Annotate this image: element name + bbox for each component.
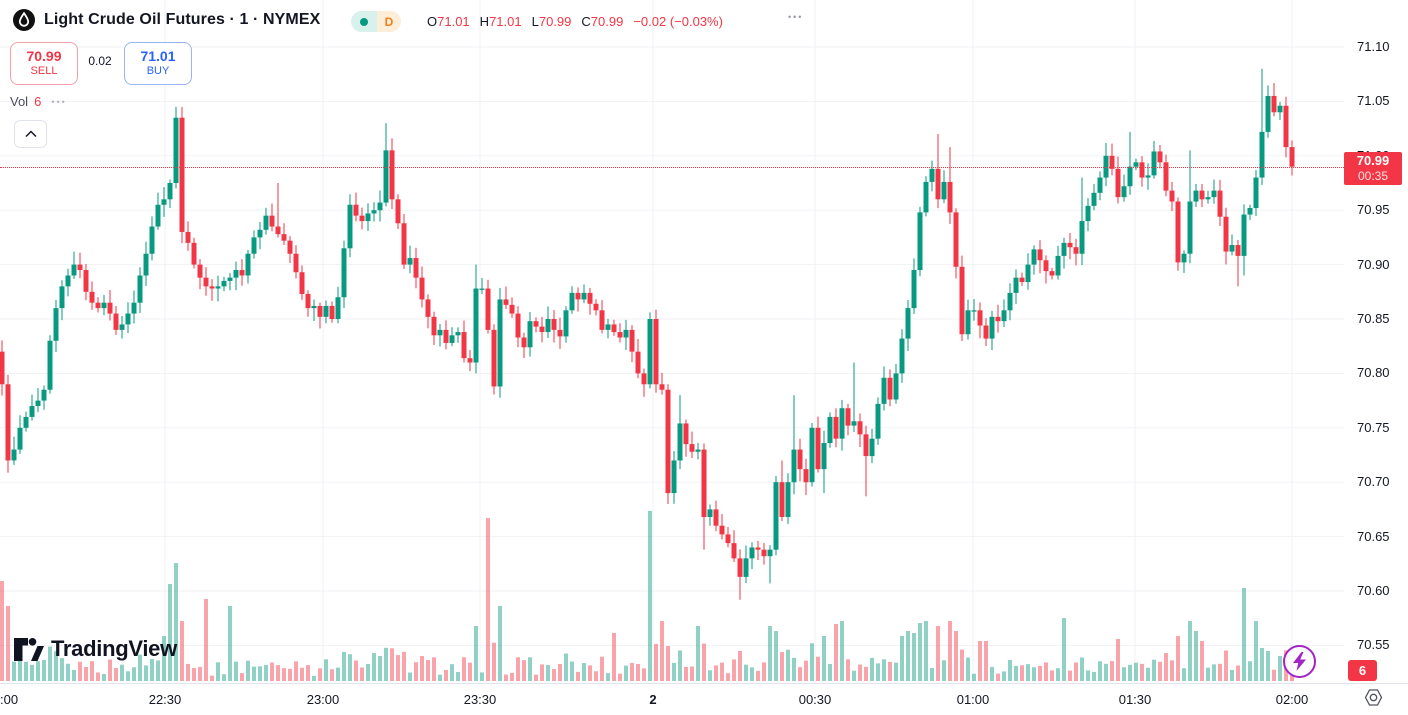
last-price-value: 70.99 — [1356, 153, 1390, 168]
sell-button[interactable]: 70.99 SELL — [10, 42, 78, 85]
collapse-panel-button[interactable] — [14, 120, 47, 148]
volume-study-row: Vol 6 ••• — [10, 94, 67, 109]
buy-price: 71.01 — [140, 47, 176, 64]
interval-badge: D — [377, 11, 401, 32]
chevron-up-icon — [24, 130, 37, 138]
symbol-more-menu-icon[interactable]: ••• — [788, 12, 804, 22]
current-price-line — [0, 167, 1344, 168]
candlestick-series — [0, 68, 1295, 600]
sell-label: SELL — [30, 65, 58, 78]
instant-order-button[interactable] — [1283, 645, 1316, 678]
price-tick-label: 70.80 — [1357, 365, 1390, 381]
low-label: L — [531, 14, 539, 29]
time-axis-settings-gear-icon[interactable] — [1364, 688, 1383, 707]
high-label: H — [479, 14, 490, 29]
time-tick-label: :00 — [0, 692, 19, 707]
oil-drop-icon — [13, 9, 35, 31]
time-tick-label: 22:30 — [148, 692, 182, 707]
tradingview-logo-icon — [14, 637, 44, 661]
price-tick-label: 70.85 — [1357, 311, 1390, 326]
high-value: 71.01 — [489, 14, 522, 29]
symbol-title[interactable]: Light Crude Oil Futures · 1 · NYMEX — [44, 11, 321, 28]
grid-lines — [0, 0, 1344, 683]
volume-study-menu-icon[interactable]: ••• — [51, 96, 67, 107]
low-value: 70.99 — [538, 14, 572, 29]
price-tick-label: 70.65 — [1357, 528, 1390, 544]
time-tick-label: 00:30 — [798, 692, 832, 707]
chart-canvas[interactable] — [0, 0, 1344, 683]
price-tick-label: 71.05 — [1357, 93, 1390, 109]
time-tick-label: 23:00 — [306, 692, 340, 707]
price-tick-label: 70.70 — [1357, 474, 1390, 490]
time-axis[interactable]: :00 22:30 23:00 23:30 2 00:30 01:00 01:30 02:00 — [0, 683, 1408, 715]
volume-bars — [0, 511, 1294, 681]
watermark-text: TradingView — [51, 636, 177, 661]
spread-value: 0.02 — [88, 54, 112, 68]
volume-axis-badge: 6 — [1348, 660, 1377, 681]
open-value: 71.01 — [437, 14, 470, 29]
ohlc-readout: O71.01 H71.01 L70.99 C70.99 −0.02 (−0.03… — [427, 14, 723, 29]
market-status-badge[interactable]: D — [351, 11, 401, 32]
open-label: O — [427, 14, 438, 29]
time-tick-label: 01:00 — [956, 692, 990, 707]
sell-price: 70.99 — [26, 47, 62, 64]
market-open-dot-icon — [360, 17, 368, 26]
price-tick-label: 70.90 — [1357, 256, 1390, 272]
price-axis[interactable]: 71.1071.0571.0070.9570.9070.8570.8070.75… — [1344, 0, 1408, 683]
time-tick-label: 01:30 — [1118, 692, 1152, 707]
price-tick-label: 70.95 — [1357, 202, 1390, 218]
price-tick-label: 70.75 — [1357, 419, 1390, 435]
bar-countdown: 00:35 — [1357, 168, 1389, 183]
time-tick-label: 02:00 — [1275, 692, 1309, 707]
lightning-bolt-icon — [1293, 652, 1306, 671]
tradingview-watermark: TradingView — [14, 636, 177, 662]
buy-button[interactable]: 71.01 BUY — [124, 42, 192, 85]
volume-study-label: Vol — [10, 94, 29, 109]
volume-study-value: 6 — [34, 94, 42, 109]
close-value: 70.99 — [590, 14, 624, 29]
buy-label: BUY — [146, 65, 170, 78]
price-tick-label: 70.55 — [1357, 637, 1390, 653]
time-tick-label: 23:30 — [463, 692, 497, 707]
time-tick-label: 2 — [649, 692, 657, 707]
symbol-header: Light Crude Oil Futures · 1 · NYMEX — [12, 8, 320, 32]
price-tick-label: 71.10 — [1357, 39, 1390, 54]
price-tick-label: 70.60 — [1357, 583, 1390, 598]
close-label: C — [581, 14, 591, 29]
change-value: −0.02 (−0.03%) — [633, 14, 723, 29]
last-price-axis-label: 70.99 00:35 — [1344, 152, 1402, 185]
